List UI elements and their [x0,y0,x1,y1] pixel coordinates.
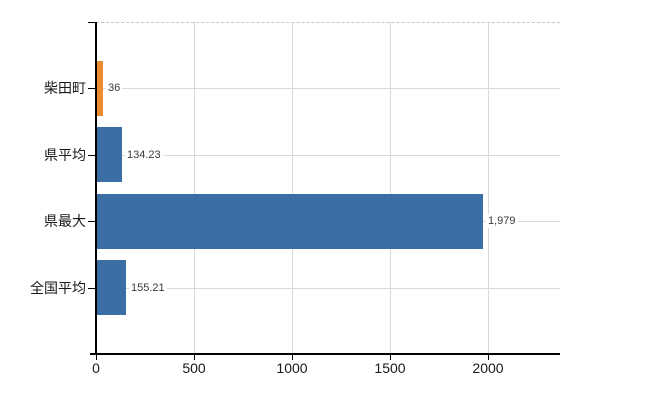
x-axis-tick [390,355,391,360]
y-axis-tick [88,22,96,23]
gridline-horizontal [96,155,560,156]
bar [96,61,103,116]
gridline-horizontal [96,288,560,289]
x-axis-tick [96,355,97,360]
category-label: 柴田町 [44,80,86,96]
gridline-vertical [389,22,391,354]
x-tick-label: 500 [182,360,206,376]
category-label: 県最大 [44,213,86,229]
x-axis-line [90,353,560,355]
category-label: 県平均 [44,147,86,163]
bar [96,127,122,182]
value-label: 1,979 [486,214,518,228]
x-tick-label: 0 [92,360,100,376]
y-axis-tick [88,288,96,289]
y-axis-tick [88,88,96,89]
plot-top-border [96,22,560,23]
gridline-horizontal [96,88,560,89]
plot-area: 36 134.23 1,979 155.21 [96,22,560,354]
gridline-vertical [193,22,195,354]
x-axis-tick [488,355,489,360]
x-axis-tick [194,355,195,360]
value-label: 36 [106,81,123,95]
bar [96,260,126,315]
value-label: 155.21 [129,281,167,295]
y-axis-tick [88,155,96,156]
x-axis-tick [292,355,293,360]
category-label: 全国平均 [30,280,86,296]
value-label: 134.23 [125,148,163,162]
y-axis-line [95,22,97,355]
x-tick-label: 1000 [276,360,308,376]
bar [96,194,483,249]
x-tick-label: 2000 [472,360,504,376]
y-axis-tick [88,221,96,222]
x-tick-label: 1500 [374,360,406,376]
gridline-vertical [291,22,293,354]
gridline-vertical [487,22,489,354]
